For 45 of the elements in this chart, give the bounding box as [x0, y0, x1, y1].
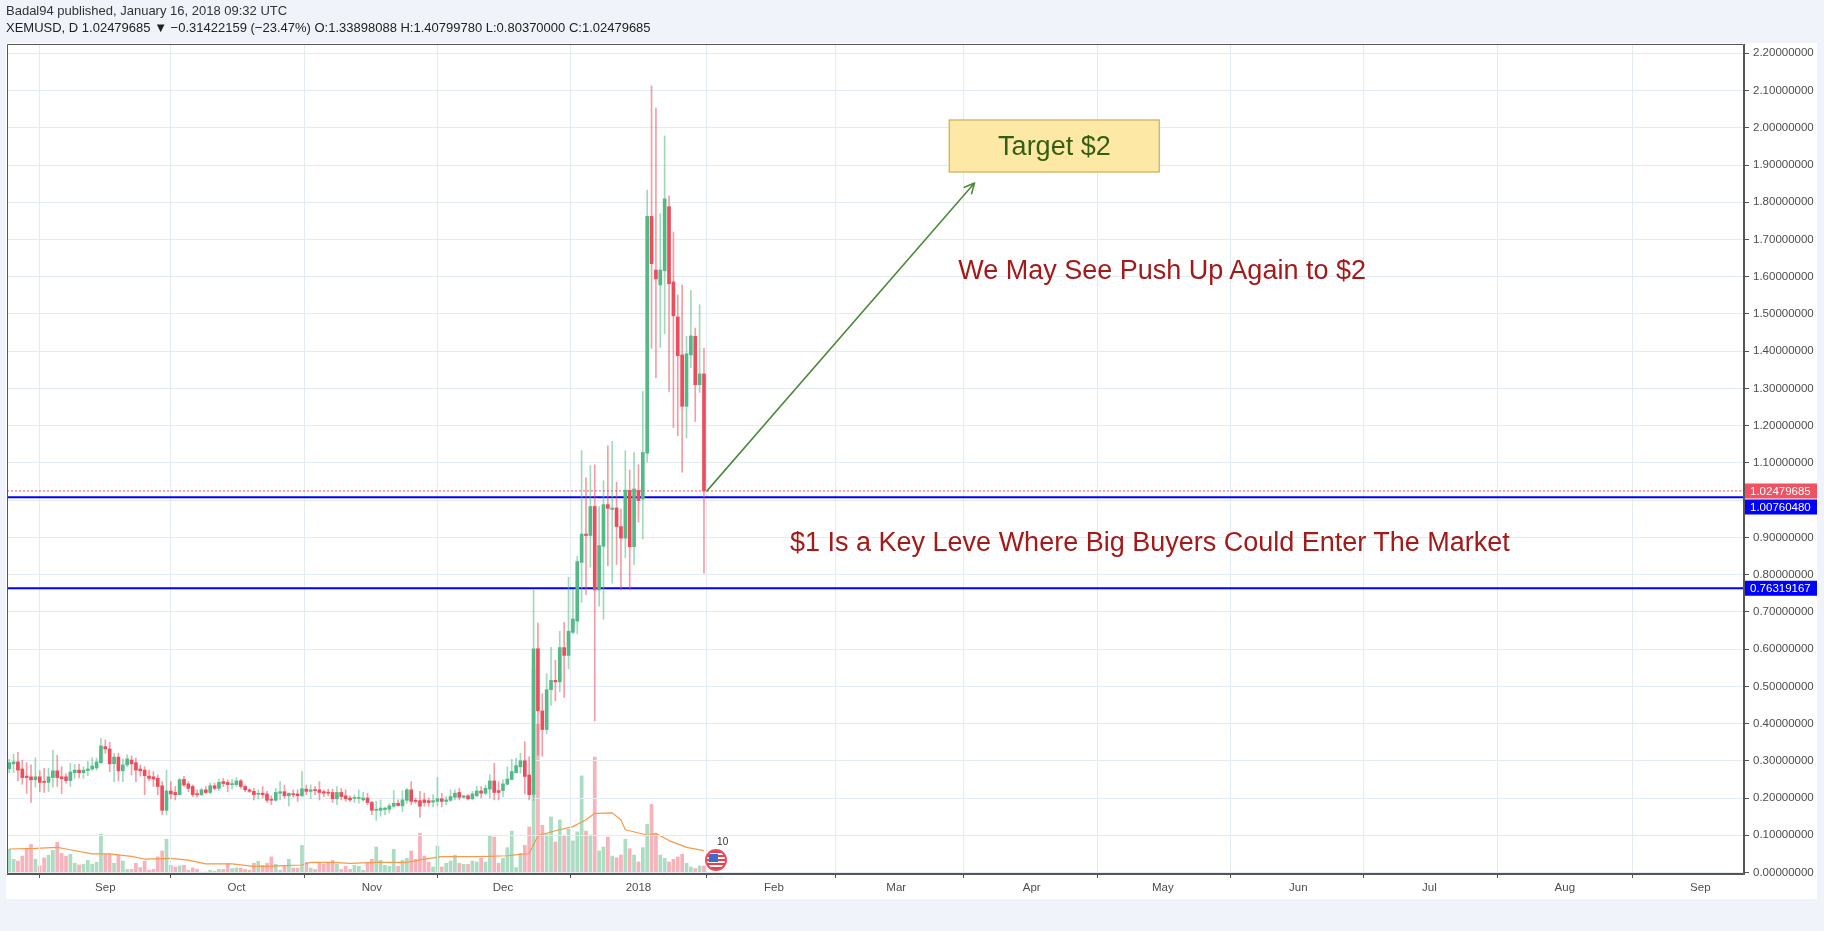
chart-subtitle: XEMUSD, D 1.02479685 ▼ −0.31422159 (−23.47%) O:1.33898088 H:1.40799780 L:0.80370000 C:1.02479685	[6, 19, 651, 37]
y-tick-label: 1.40000000	[1753, 344, 1814, 357]
x-tick-label: Nov	[361, 881, 383, 894]
annotation: Target $2	[998, 130, 1111, 161]
y-tick-label: 0.90000000	[1753, 530, 1814, 543]
y-tick-label: 1.50000000	[1753, 307, 1814, 320]
y-tick-label: 2.10000000	[1753, 83, 1814, 96]
y-tick-label: 0.80000000	[1753, 567, 1814, 580]
x-tick-label: Mar	[886, 881, 907, 894]
x-tick-label: Jul	[1422, 881, 1437, 894]
x-tick-label: Sep	[1690, 881, 1711, 894]
x-tick-label: Feb	[763, 881, 784, 894]
y-tick-label: 0.30000000	[1753, 753, 1814, 766]
ref-line-label: 0.76319167	[1750, 582, 1811, 594]
y-tick-label: 1.80000000	[1753, 195, 1814, 208]
x-tick-label: Apr	[1022, 881, 1041, 894]
y-tick-label: 1.20000000	[1753, 418, 1814, 431]
y-tick-label: 0.60000000	[1753, 642, 1814, 655]
y-tick-label: 0.70000000	[1753, 605, 1814, 618]
callout-box: Target $2	[949, 119, 1160, 173]
y-tick-label: 2.00000000	[1753, 120, 1814, 133]
annotation: 10	[717, 836, 729, 849]
y-tick-label: 0.00000000	[1753, 865, 1814, 878]
y-tick-label: 0.10000000	[1753, 828, 1814, 841]
y-tick-label: 0.20000000	[1753, 791, 1814, 804]
ref-line-label: 1.02479685	[1750, 484, 1811, 497]
y-tick-label: 1.90000000	[1753, 158, 1814, 171]
y-tick-label: 1.70000000	[1753, 232, 1814, 245]
x-tick-label: Oct	[227, 881, 247, 894]
annotation: We May See Push Up Again to $2	[958, 254, 1366, 286]
x-tick-label: Aug	[1554, 881, 1576, 894]
y-tick-label: 2.20000000	[1753, 46, 1814, 59]
ref-line-label: 1.00760480	[1750, 500, 1811, 513]
x-tick-label: 2018	[625, 881, 652, 894]
y-tick-label: 1.10000000	[1753, 456, 1814, 469]
x-tick-label: Sep	[95, 881, 116, 894]
x-tick-label: May	[1151, 881, 1174, 894]
y-tick-label: 0.40000000	[1753, 716, 1814, 729]
y-tick-label: 1.60000000	[1753, 269, 1814, 282]
y-tick-label: 1.30000000	[1753, 381, 1814, 394]
x-tick-label: Jun	[1289, 881, 1308, 894]
x-tick-label: Dec	[492, 881, 514, 894]
y-tick-label: 0.50000000	[1753, 679, 1814, 692]
annotation: $1 Is a Key Leve Where Big Buyers Could Enter The Market	[790, 526, 1510, 558]
chart-title: Badal94 published, January 16, 2018 09:32 UTC	[6, 2, 289, 19]
